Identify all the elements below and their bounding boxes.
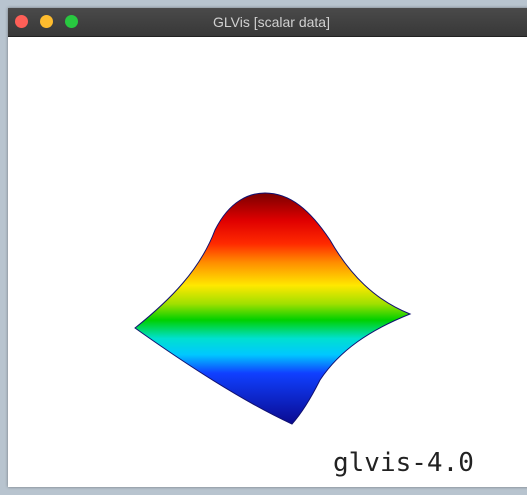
close-button[interactable] [15, 15, 28, 28]
zoom-button[interactable] [65, 15, 78, 28]
title-bar: GLVis [scalar data] [8, 8, 527, 37]
render-canvas [134, 192, 412, 425]
minimize-button[interactable] [40, 15, 53, 28]
window: GLVis [scalar data] glvis-4.0 [8, 8, 527, 487]
surface [134, 192, 412, 425]
window-title: GLVis [scalar data] [213, 14, 330, 30]
watermark: glvis-4.0 [333, 448, 474, 478]
